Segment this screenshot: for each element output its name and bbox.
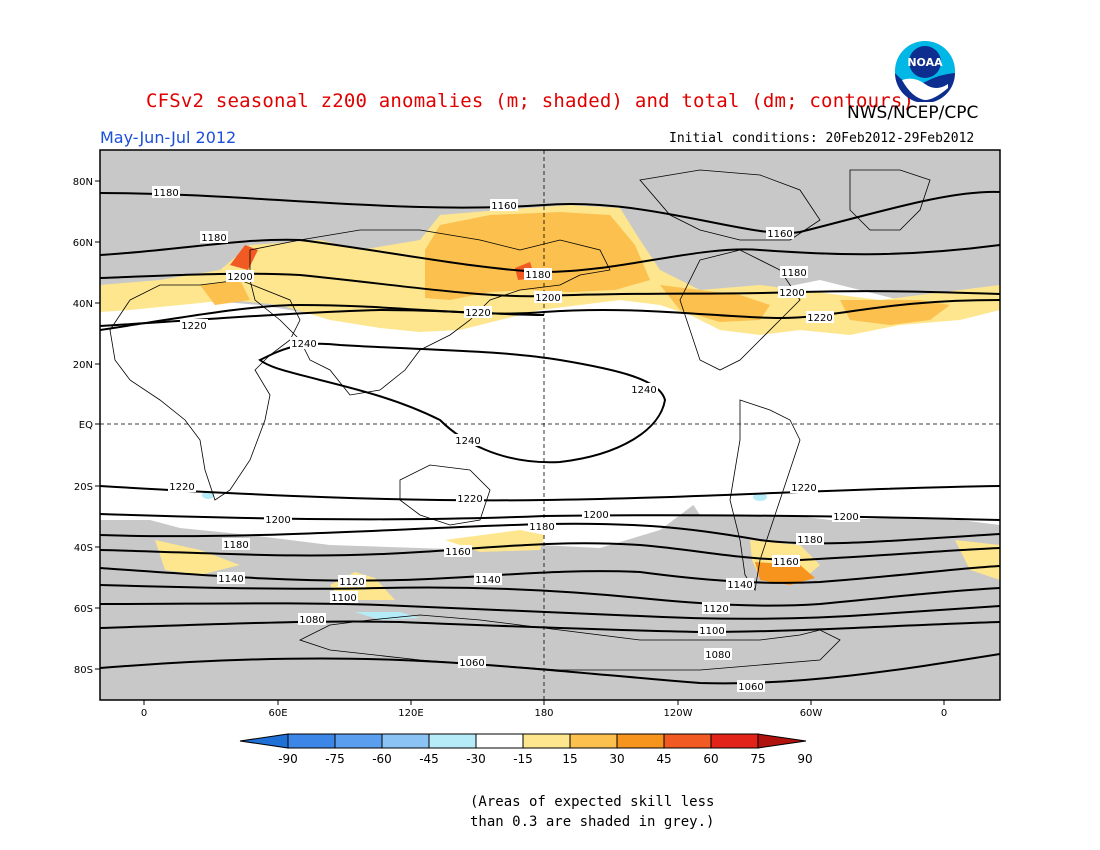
contour-labels: 1180 1160 1160 1180 1180 1180 1200 1200 … [152,186,860,693]
colorbar-cell [381,733,430,749]
contour-label: 1220 [791,483,816,494]
contour-label: 1160 [773,557,798,568]
lat-label: 20S [74,482,93,493]
contour-label: 1180 [201,233,226,244]
contour-label: 1060 [459,658,484,669]
colorbar-cell [428,733,477,749]
lon-label: 60E [268,708,287,719]
colorbar-tick-label: 45 [656,752,671,766]
contour-label: 1180 [525,270,550,281]
contour-label: 1220 [169,482,194,493]
contour-label: 1060 [738,682,763,693]
contour-label: 1180 [153,188,178,199]
colorbar-cell [334,733,383,749]
colorbar-cell [569,733,618,749]
contour-label: 1160 [445,547,470,558]
lat-label: 60N [73,238,93,249]
contour-label: 1240 [631,385,656,396]
skill-note-line: than 0.3 are shaded in grey.) [470,814,715,830]
lat-label: 40S [74,543,93,554]
contour-label: 1180 [529,522,554,533]
longitude-axis: 0 60E 120E 180 120W 60W 0 [141,700,947,719]
colorbar-tick-label: -45 [419,752,439,766]
colorbar-tick-label: -30 [466,752,486,766]
contour-label: 1160 [767,229,792,240]
contour-label: 1100 [331,593,356,604]
colorbar-tick-label: -75 [325,752,345,766]
contour-label: 1200 [779,288,804,299]
lat-label: 40N [73,299,93,310]
colorbar-cell [522,733,571,749]
lon-label: 120W [664,708,693,719]
lon-label: 0 [941,708,947,719]
skill-note-line: (Areas of expected skill less [470,794,715,810]
contour-label: 1080 [299,615,324,626]
lon-label: 0 [141,708,147,719]
contour-label: 1140 [475,575,500,586]
contour-label: 1220 [807,313,832,324]
logo-text: NOAA [907,56,943,69]
colorbar-tick-label: 75 [750,752,765,766]
colorbar-cell [663,733,712,749]
colorbar-tick-label: 60 [703,752,718,766]
contour-label: 1180 [223,540,248,551]
contour-label: 1180 [781,268,806,279]
contour-label: 1200 [583,510,608,521]
colorbar-tick-label: -15 [513,752,533,766]
lat-label: EQ [79,420,93,431]
lat-label: 20N [73,360,93,371]
contour-label: 1160 [491,201,516,212]
skill-note: (Areas of expected skill less than 0.3 ar… [470,792,714,832]
agency-label: NWS/NCEP/CPC [847,103,979,123]
contour-label: 1240 [455,436,480,447]
lon-label: 60W [800,708,823,719]
colorbar-tick-label: -90 [278,752,298,766]
colorbar-cell [710,733,759,749]
contour-label: 1080 [705,650,730,661]
contour-label: 1220 [465,308,490,319]
initial-conditions: Initial conditions: 20Feb2012-29Feb2012 [669,131,975,146]
colorbar-cell [616,733,665,749]
contour-label: 1120 [703,604,728,615]
contour-label: 1200 [535,293,560,304]
lon-label: 180 [534,708,553,719]
map-title: CFSv2 seasonal z200 anomalies (m; shaded… [146,90,915,112]
lat-label: 80S [74,665,93,676]
contour-label: 1220 [181,321,206,332]
contour-label: 1120 [339,577,364,588]
colorbar-arrow-right [757,733,807,749]
latitude-axis: 80N 60N 40N 20N EQ 20S 40S 60S 80S [73,177,100,676]
contour-label: 1140 [727,580,752,591]
lat-label: 60S [74,604,93,615]
lon-label: 120E [398,708,423,719]
colorbar: -90 -75 -60 -45 -30 -15 15 30 45 60 75 90 [239,733,813,766]
noaa-logo-icon: NOAA [895,41,955,102]
colorbar-tick-label: 15 [562,752,577,766]
contour-label: 1100 [699,626,724,637]
contour-label: 1200 [833,512,858,523]
colorbar-cell [287,733,336,749]
contour-label: 1200 [227,272,252,283]
contour-label: 1180 [797,535,822,546]
colorbar-arrow-left [239,733,289,749]
colorbar-tick-label: 90 [797,752,812,766]
contour-label: 1240 [291,339,316,350]
forecast-period: May-Jun-Jul 2012 [100,128,237,147]
map-frame [99,149,1001,701]
contour-label: 1220 [457,494,482,505]
lat-label: 80N [73,177,93,188]
colorbar-cell [475,733,524,749]
colorbar-tick-label: -60 [372,752,392,766]
colorbar-tick-label: 30 [609,752,624,766]
contour-label: 1140 [218,574,243,585]
contour-label: 1200 [265,515,290,526]
